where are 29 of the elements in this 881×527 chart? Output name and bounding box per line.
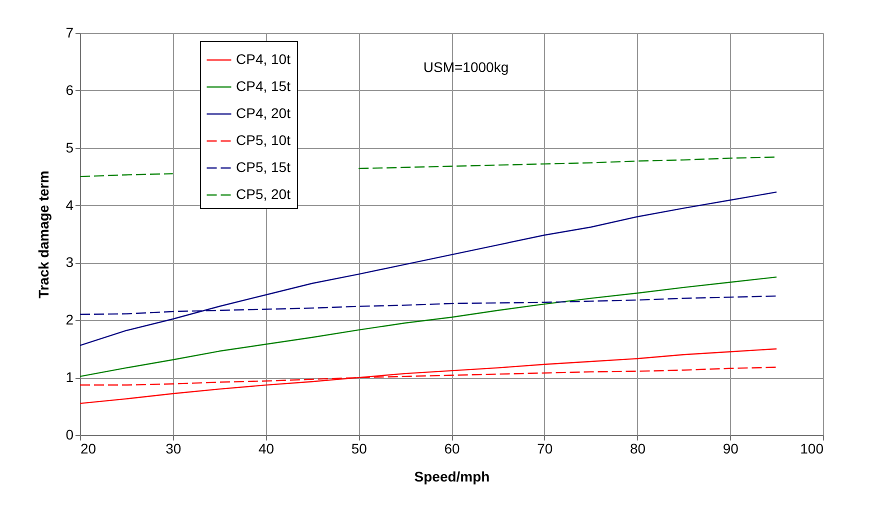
- x-tick-label: 20: [80, 440, 96, 456]
- x-tick-label: 90: [722, 440, 739, 456]
- y-tick-label: 2: [66, 312, 74, 328]
- legend-label: CP4, 15t: [236, 78, 291, 94]
- y-tick-label: 5: [66, 139, 74, 156]
- line-series: [79, 348, 778, 404]
- y-tick-label: 3: [66, 254, 74, 270]
- line-series: [79, 191, 778, 346]
- annotation: USM=1000kg: [423, 59, 509, 75]
- x-tick-label: 30: [166, 440, 182, 456]
- legend-label: CP5, 10t: [236, 132, 291, 148]
- y-tick-label: 7: [66, 24, 74, 40]
- y-tick-label: 1: [66, 369, 74, 386]
- legend-label: CP4, 20t: [236, 105, 291, 121]
- legend-label: CP5, 15t: [236, 159, 291, 175]
- line-series: [79, 276, 778, 378]
- x-tick-label: 70: [537, 440, 553, 456]
- x-axis-title: Speed/mph: [414, 468, 490, 484]
- legend-label: CP4, 10t: [236, 51, 291, 67]
- x-tick-label: 80: [630, 440, 646, 456]
- y-tick-label: 6: [66, 82, 74, 98]
- y-tick-label: 0: [66, 426, 74, 442]
- x-tick-label: 100: [800, 440, 824, 456]
- x-tick-label: 50: [351, 440, 368, 456]
- legend-label: CP5, 20t: [236, 186, 291, 202]
- x-tick-label: 60: [444, 440, 460, 456]
- y-axis-title: Track damage term: [36, 170, 52, 298]
- y-tick-label: 4: [66, 196, 74, 213]
- x-tick-label: 40: [258, 440, 274, 456]
